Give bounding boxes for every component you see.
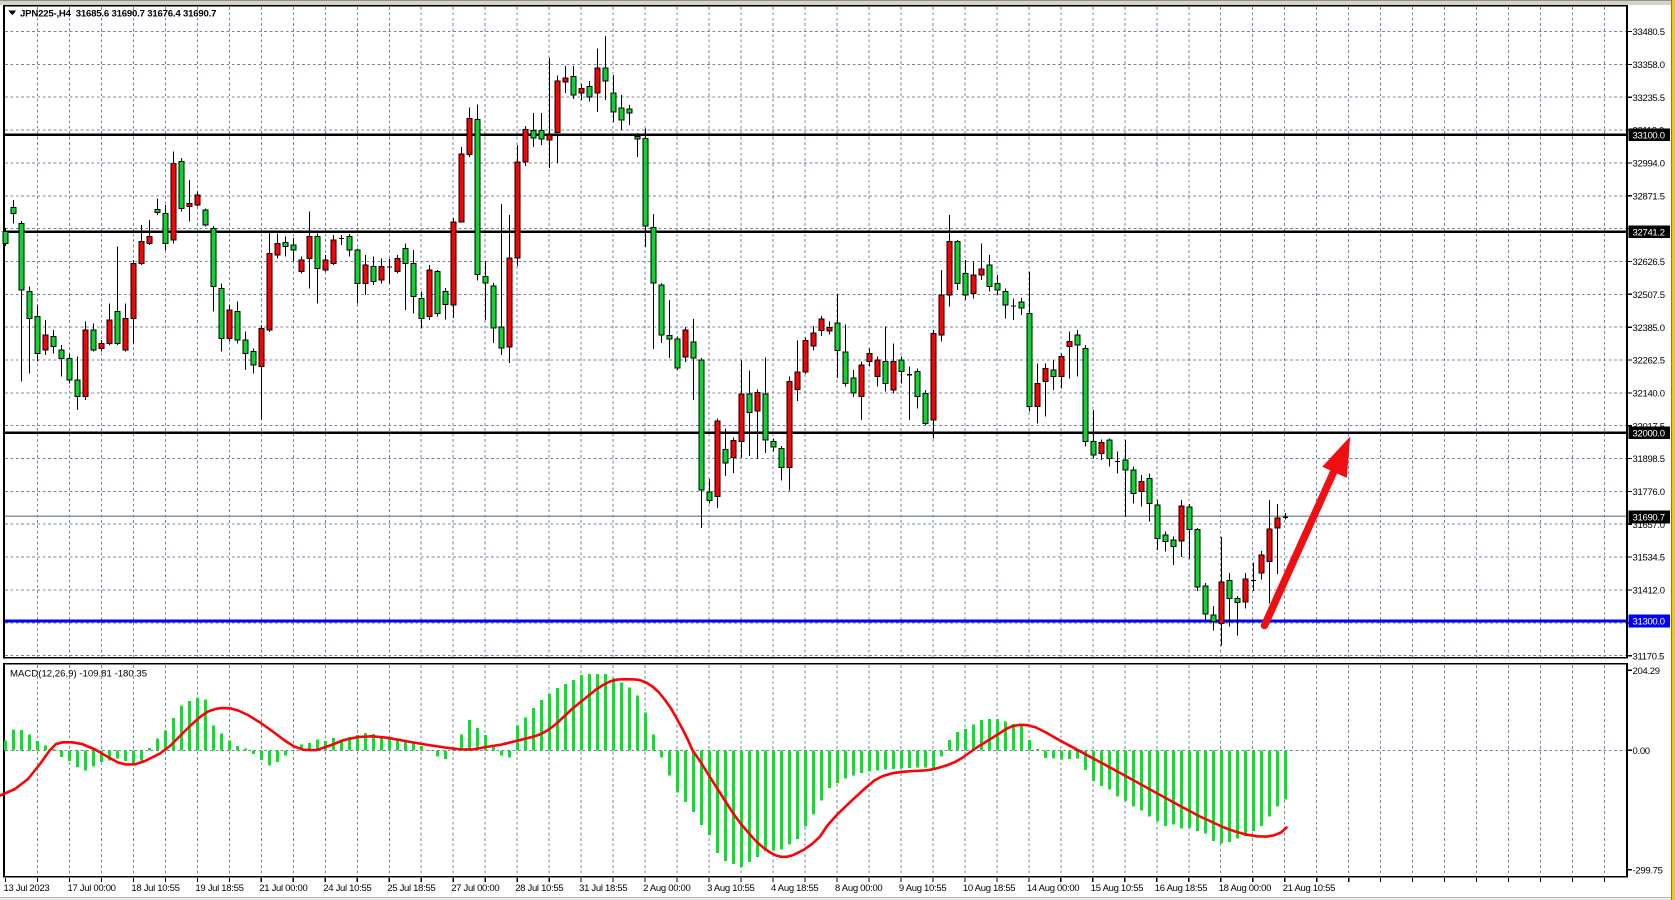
svg-text:25 Jul 18:55: 25 Jul 18:55: [387, 883, 435, 894]
svg-text:31898.5: 31898.5: [1633, 454, 1665, 465]
svg-text:32626.5: 32626.5: [1633, 257, 1665, 268]
svg-text:13 Jul 2023: 13 Jul 2023: [4, 883, 50, 894]
svg-text:33100.0: 33100.0: [1633, 130, 1665, 141]
svg-text:32994.0: 32994.0: [1633, 159, 1665, 170]
svg-text:31690.7: 31690.7: [1633, 513, 1665, 524]
svg-text:31412.0: 31412.0: [1633, 586, 1665, 597]
svg-text:19 Jul 18:55: 19 Jul 18:55: [195, 883, 243, 894]
svg-text:10 Aug 18:55: 10 Aug 18:55: [963, 883, 1015, 894]
svg-text:0.00: 0.00: [1633, 746, 1650, 757]
svg-text:32871.5: 32871.5: [1633, 191, 1665, 202]
svg-text:18 Aug 00:00: 18 Aug 00:00: [1219, 883, 1271, 894]
svg-text:33358.0: 33358.0: [1633, 60, 1665, 71]
svg-text:14 Aug 00:00: 14 Aug 00:00: [1027, 883, 1079, 894]
svg-text:31776.0: 31776.0: [1633, 487, 1665, 498]
svg-text:204.29: 204.29: [1633, 666, 1660, 677]
svg-text:9 Aug 10:55: 9 Aug 10:55: [899, 883, 946, 894]
svg-text:31534.5: 31534.5: [1633, 553, 1665, 564]
svg-text:3 Aug 10:55: 3 Aug 10:55: [707, 883, 754, 894]
svg-text:-299.75: -299.75: [1633, 865, 1663, 876]
svg-text:31 Jul 18:55: 31 Jul 18:55: [579, 883, 627, 894]
svg-text:33480.5: 33480.5: [1633, 27, 1665, 38]
svg-text:8 Aug 00:00: 8 Aug 00:00: [835, 883, 882, 894]
svg-text:32741.2: 32741.2: [1633, 227, 1665, 238]
svg-text:15 Aug 10:55: 15 Aug 10:55: [1091, 883, 1143, 894]
svg-text:17 Jul 00:00: 17 Jul 00:00: [68, 883, 116, 894]
svg-text:31170.5: 31170.5: [1633, 651, 1665, 662]
svg-text:MACD(12,26,9) -109.81 -180.35: MACD(12,26,9) -109.81 -180.35: [10, 669, 147, 680]
svg-text:21 Jul 00:00: 21 Jul 00:00: [259, 883, 307, 894]
svg-text:32140.0: 32140.0: [1633, 389, 1665, 400]
svg-text:21 Aug 10:55: 21 Aug 10:55: [1283, 883, 1335, 894]
svg-text:18 Jul 10:55: 18 Jul 10:55: [131, 883, 179, 894]
svg-text:32385.0: 32385.0: [1633, 323, 1665, 334]
svg-text:28 Jul 10:55: 28 Jul 10:55: [515, 883, 563, 894]
svg-text:32507.5: 32507.5: [1633, 290, 1665, 301]
svg-text:2 Aug 00:00: 2 Aug 00:00: [643, 883, 690, 894]
svg-text:JPN225-,H4 31685.6 31690.7 31: JPN225-,H4 31685.6 31690.7 31676.4 31690…: [20, 9, 216, 20]
svg-text:31300.0: 31300.0: [1633, 617, 1665, 628]
svg-text:32000.0: 32000.0: [1633, 428, 1665, 439]
svg-text:27 Jul 00:00: 27 Jul 00:00: [451, 883, 499, 894]
svg-text:24 Jul 10:55: 24 Jul 10:55: [323, 883, 371, 894]
svg-text:33235.5: 33235.5: [1633, 93, 1665, 104]
svg-text:16 Aug 18:55: 16 Aug 18:55: [1155, 883, 1207, 894]
svg-text:31657.0: 31657.0: [1633, 520, 1665, 531]
svg-text:4 Aug 18:55: 4 Aug 18:55: [771, 883, 818, 894]
svg-text:32262.5: 32262.5: [1633, 356, 1665, 367]
